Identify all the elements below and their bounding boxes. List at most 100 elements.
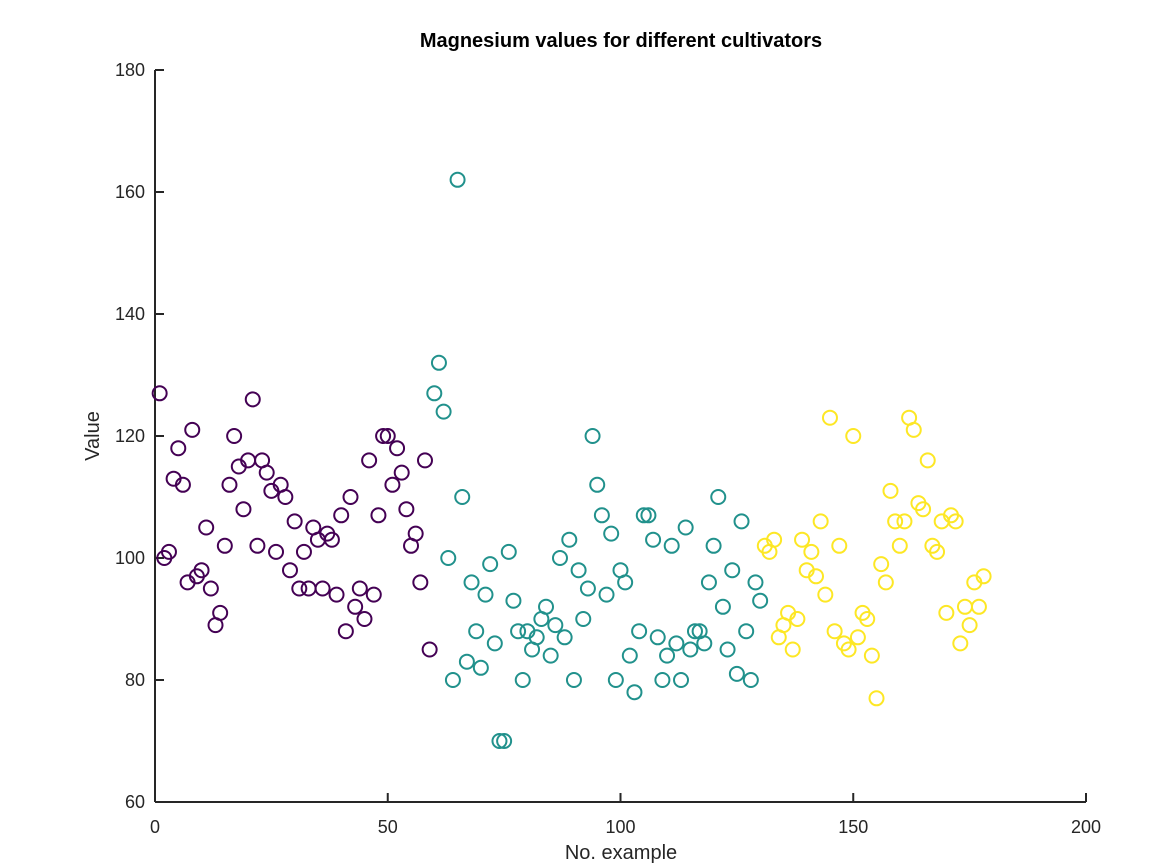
data-point-class-3: [817, 586, 834, 603]
data-point-class-2: [747, 574, 764, 591]
data-point-class-3: [812, 513, 829, 530]
data-point-class-1: [347, 598, 364, 615]
data-point-class-1: [300, 580, 317, 597]
data-point-class-3: [859, 611, 876, 627]
data-point-class-2: [635, 507, 652, 524]
data-point-class-3: [896, 513, 913, 530]
data-point-class-2: [444, 672, 461, 688]
y-tick-label: 160: [115, 182, 145, 202]
data-point-class-3: [919, 452, 936, 469]
data-point-class-3: [929, 543, 946, 560]
data-point-class-1: [416, 452, 433, 469]
data-point-class-3: [915, 501, 932, 518]
y-axis-label: Value: [82, 411, 104, 461]
data-point-class-3: [868, 690, 885, 707]
data-point-class-3: [970, 598, 987, 615]
data-point-class-3: [831, 537, 848, 554]
data-point-class-2: [426, 385, 443, 402]
data-point-class-2: [500, 543, 517, 560]
x-tick-label: 0: [150, 817, 160, 837]
data-point-class-2: [705, 537, 722, 554]
data-point-class-1: [356, 611, 373, 627]
data-point-class-3: [873, 556, 890, 573]
data-point-class-2: [724, 562, 741, 579]
data-point-class-2: [547, 617, 564, 634]
data-point-class-1: [277, 489, 294, 505]
data-point-class-2: [640, 507, 657, 524]
data-point-class-3: [808, 568, 825, 585]
data-point-class-1: [389, 440, 406, 457]
data-point-class-2: [477, 586, 494, 603]
data-point-class-1: [351, 580, 368, 597]
data-point-class-2: [686, 623, 703, 640]
data-point-class-2: [728, 665, 745, 682]
data-point-class-2: [654, 672, 671, 688]
data-point-class-1: [412, 574, 429, 591]
data-point-class-2: [673, 672, 690, 688]
data-point-class-3: [887, 513, 904, 530]
y-tick-label: 140: [115, 304, 145, 324]
data-point-class-2: [440, 550, 457, 566]
data-point-class-3: [877, 574, 894, 591]
data-point-class-1: [337, 623, 354, 640]
data-point-class-2: [579, 580, 596, 597]
y-tick-label: 100: [115, 548, 145, 568]
chart-title: Magnesium values for different cultivato…: [420, 30, 822, 52]
data-point-class-1: [226, 428, 243, 444]
y-tick-label: 80: [125, 670, 145, 690]
data-point-class-1: [258, 464, 275, 481]
data-point-class-2: [570, 562, 587, 579]
data-point-class-1: [365, 586, 382, 603]
data-point-class-2: [505, 592, 522, 609]
data-point-class-2: [486, 635, 503, 652]
data-point-class-2: [491, 733, 508, 749]
data-point-class-2: [528, 629, 545, 646]
data-point-class-2: [598, 586, 615, 603]
x-tick-label: 50: [378, 817, 398, 837]
data-point-class-1: [421, 641, 438, 658]
data-point-class-2: [496, 733, 513, 749]
data-point-class-1: [370, 507, 387, 524]
data-point-class-1: [198, 519, 215, 536]
data-point-class-2: [719, 641, 736, 658]
data-point-class-3: [891, 537, 908, 554]
data-point-class-2: [542, 647, 559, 664]
data-point-class-1: [281, 562, 298, 579]
data-point-class-3: [882, 482, 899, 499]
data-point-class-1: [379, 428, 396, 444]
data-point-class-2: [430, 354, 447, 371]
data-point-class-2: [561, 531, 578, 548]
data-point-class-3: [845, 428, 862, 444]
data-point-class-1: [184, 421, 201, 438]
data-point-class-2: [435, 403, 452, 420]
data-point-class-2: [631, 623, 648, 640]
data-point-class-3: [952, 635, 969, 652]
data-point-class-2: [668, 635, 685, 652]
data-point-class-1: [361, 452, 378, 469]
data-point-class-2: [710, 489, 727, 505]
data-point-class-3: [956, 598, 973, 615]
data-point-class-2: [677, 519, 694, 536]
data-point-class-2: [700, 574, 717, 591]
data-point-class-1: [384, 476, 401, 493]
data-point-class-1: [202, 580, 219, 597]
data-point-class-2: [682, 641, 699, 658]
data-point-class-1: [216, 537, 233, 554]
data-point-class-2: [468, 623, 485, 640]
data-point-class-3: [863, 647, 880, 664]
data-point-class-1: [314, 580, 331, 597]
data-point-class-1: [393, 464, 410, 481]
data-point-class-1: [323, 531, 340, 548]
data-point-class-3: [784, 641, 801, 658]
data-point-class-1: [212, 604, 229, 621]
data-point-class-3: [938, 604, 955, 621]
data-point-class-1: [160, 543, 177, 560]
data-point-class-3: [794, 531, 811, 548]
data-point-class-2: [649, 629, 666, 646]
x-axis-ticks: 0 50 100 150 200: [150, 793, 1101, 837]
data-point-class-2: [621, 647, 638, 664]
data-point-class-1: [244, 391, 261, 408]
data-point-class-2: [742, 672, 759, 688]
y-tick-label: 180: [115, 60, 145, 80]
